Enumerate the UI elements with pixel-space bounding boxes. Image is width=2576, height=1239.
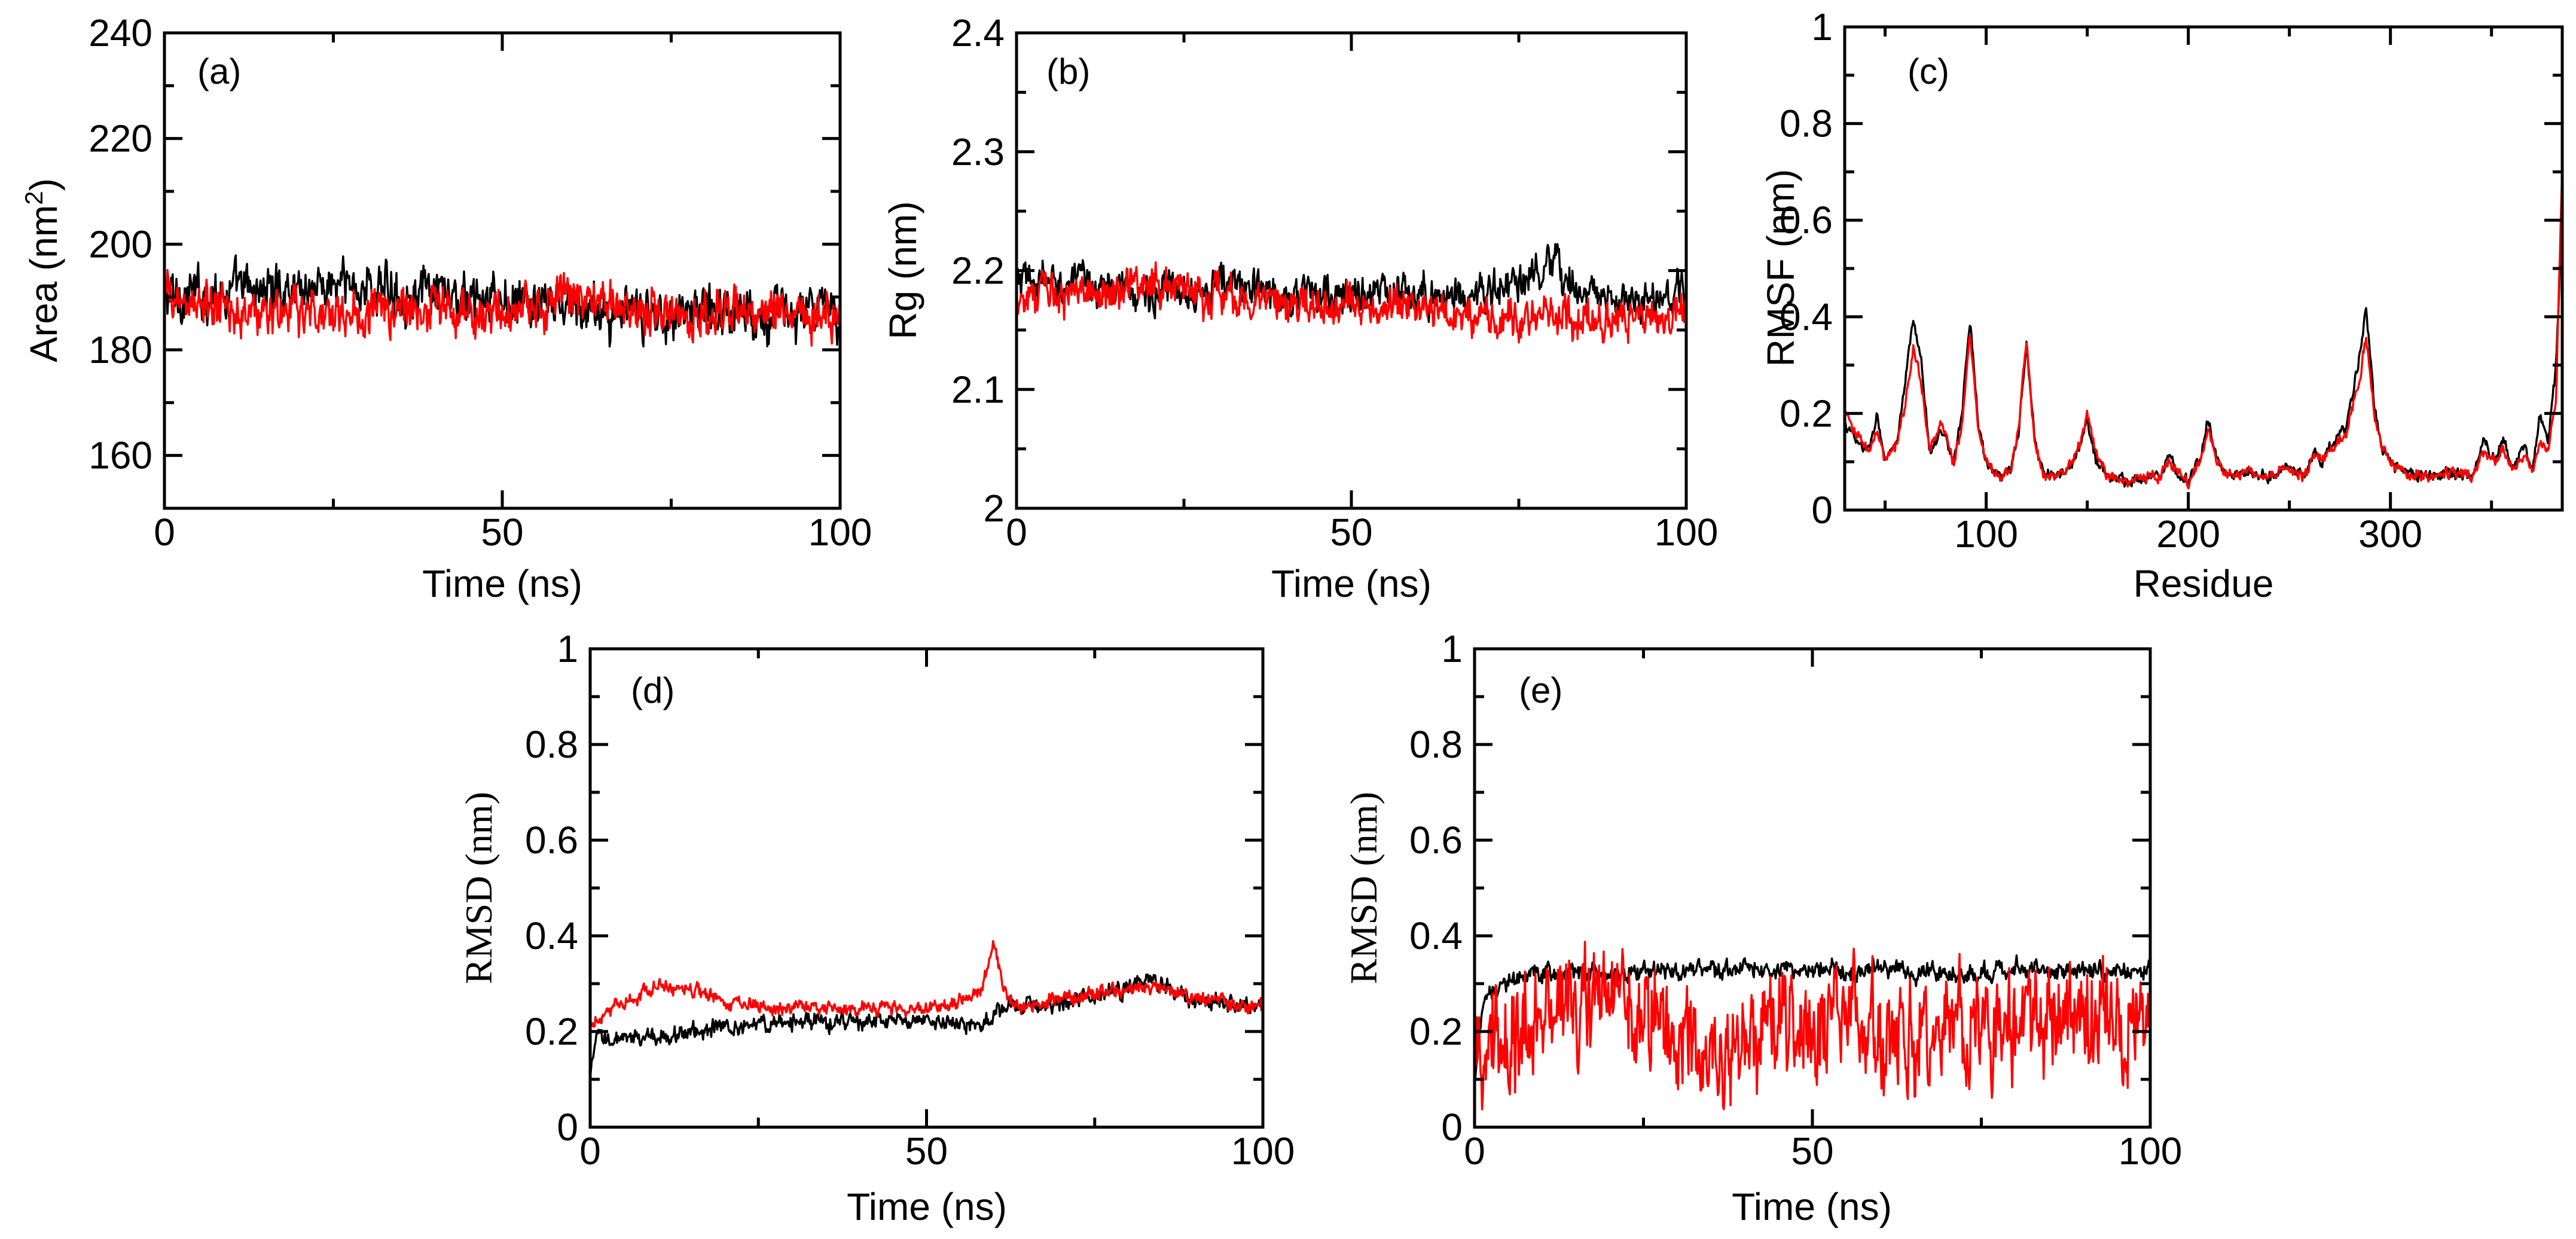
panel-e-ytick-label: 0.2 bbox=[1409, 1010, 1463, 1053]
panel-b-xlabel: Time (ns) bbox=[1271, 562, 1432, 605]
panel-d-ylabel: RMSD (nm) bbox=[457, 792, 500, 984]
panel-e-ticks: 0 50 100 0 0.2 0.4 0.6 0.8 1 bbox=[1409, 627, 2182, 1173]
panel-a: 0 50 100 160 180 200 220 240 (a) Time (ns) Area… bbox=[20, 11, 872, 605]
panel-e-ytick-label: 0.4 bbox=[1409, 914, 1463, 957]
panel-b-ytick-label: 2.4 bbox=[951, 11, 1005, 54]
panel-a-series bbox=[163, 254, 841, 348]
panel-a-series-red bbox=[163, 268, 841, 347]
panel-b-ytick-label: 2.2 bbox=[951, 249, 1005, 292]
panel-b-xtick-label: 0 bbox=[1006, 511, 1027, 554]
panel-e-xtick-label: 50 bbox=[1791, 1130, 1833, 1173]
panel-c-xtick-label: 300 bbox=[2358, 512, 2422, 556]
panel-b-ytick-label: 2 bbox=[983, 487, 1005, 530]
panel-d-series-red bbox=[589, 940, 1264, 1028]
panel-e-ylabel: RMSD (nm) bbox=[1342, 792, 1385, 984]
panel-a-ytick-label: 220 bbox=[88, 117, 152, 160]
panel-b-ytick-label: 2.3 bbox=[951, 130, 1005, 173]
panel-d-xtick-label: 100 bbox=[1231, 1130, 1295, 1173]
panel-d-ytick-label: 0.4 bbox=[525, 914, 578, 957]
panel-a-ylabel-sup: 2 bbox=[20, 191, 48, 205]
panel-a-xtick-label: 50 bbox=[481, 511, 523, 554]
panel-e: 0 50 100 0 0.2 0.4 0.6 0.8 1 (e) Time (ns) RMSD … bbox=[1342, 627, 2182, 1228]
panel-e-ytick-label: 1 bbox=[1441, 627, 1463, 670]
panel-e-xtick-label: 0 bbox=[1464, 1130, 1485, 1173]
panel-c-ytick-label: 0.6 bbox=[1780, 199, 1833, 242]
panel-c-xlabel: Residue bbox=[2134, 562, 2274, 605]
panel-c-ytick-label: 0.4 bbox=[1780, 295, 1833, 338]
panel-e-ytick-label: 0 bbox=[1441, 1106, 1463, 1149]
panel-d-xtick-label: 0 bbox=[579, 1130, 601, 1173]
panel-e-ytick-label: 0.6 bbox=[1409, 819, 1463, 862]
panel-a-xtick-label: 100 bbox=[808, 511, 872, 554]
panel-c-xtick-label: 200 bbox=[2156, 512, 2220, 556]
panel-a-ylabel-close: ) bbox=[22, 178, 65, 191]
panel-a-ticks: 0 50 100 160 180 200 220 240 bbox=[88, 11, 872, 554]
panel-c-series bbox=[1844, 166, 2563, 490]
panel-a-label: (a) bbox=[197, 51, 241, 91]
panel-c-ytick-label: 0 bbox=[1811, 489, 1833, 532]
panel-b-frame bbox=[1015, 31, 1688, 510]
panel-c-ylabel: RMSF (nm) bbox=[1759, 169, 1802, 367]
panel-b-label: (b) bbox=[1046, 51, 1090, 91]
panel-d-ytick-label: 1 bbox=[557, 627, 578, 670]
panel-d-label: (d) bbox=[631, 670, 674, 710]
panel-a-ytick-label: 160 bbox=[88, 434, 152, 477]
panel-d-xlabel: Time (ns) bbox=[847, 1185, 1007, 1228]
panel-c-ytick-label: 0.2 bbox=[1780, 392, 1833, 435]
panel-c-ytick-label: 1 bbox=[1811, 5, 1833, 48]
panel-d-ytick-label: 0.6 bbox=[525, 819, 578, 862]
panel-c-frame bbox=[1843, 25, 2564, 512]
panel-b: 0 50 100 2 2.1 2.2 2.3 2.4 (b) Time (ns) Rg (nm… bbox=[881, 11, 1718, 605]
panel-d-frame bbox=[588, 647, 1265, 1129]
panel-a-series-black bbox=[163, 254, 841, 348]
panel-e-label: (e) bbox=[1519, 670, 1562, 710]
panel-c-ticks: 100 200 300 0 0.2 0.4 0.6 0.8 1 bbox=[1780, 5, 2562, 556]
panel-d-series bbox=[589, 940, 1264, 1078]
panel-c-series-black bbox=[1844, 206, 2563, 488]
panel-a-xlabel: Time (ns) bbox=[422, 562, 582, 605]
panel-c-label: (c) bbox=[1907, 51, 1949, 91]
panel-b-ylabel: Rg (nm) bbox=[881, 201, 924, 339]
panel-a-ytick-label: 240 bbox=[88, 11, 152, 54]
panel-d-ticks: 0 50 100 0 0.2 0.4 0.6 0.8 1 bbox=[525, 627, 1295, 1173]
panel-b-ytick-label: 2.1 bbox=[951, 368, 1005, 411]
panel-e-xtick-label: 100 bbox=[2119, 1130, 2183, 1173]
panel-a-ytick-label: 180 bbox=[88, 328, 152, 371]
panel-a-xtick-label: 0 bbox=[154, 511, 175, 554]
panel-d-series-black bbox=[589, 974, 1264, 1078]
panel-b-series bbox=[1015, 243, 1687, 344]
panel-d-xtick-label: 50 bbox=[905, 1130, 948, 1173]
panel-a-ylabel-text: Area (nm bbox=[22, 205, 65, 362]
panel-c: 100 200 300 0 0.2 0.4 0.6 0.8 1 (c) Residue RMSF… bbox=[1759, 5, 2564, 605]
panel-c-ytick-label: 0.8 bbox=[1780, 102, 1833, 145]
panel-d: 0 50 100 0 0.2 0.4 0.6 0.8 1 (d) Time (ns) RMSD … bbox=[457, 627, 1295, 1228]
panel-e-xlabel: Time (ns) bbox=[1732, 1185, 1892, 1228]
panel-e-series-black bbox=[1474, 954, 2151, 1080]
panel-c-series-red bbox=[1844, 166, 2563, 490]
panel-e-ytick-label: 0.8 bbox=[1409, 723, 1463, 766]
panel-e-series-red bbox=[1473, 941, 2151, 1110]
panel-a-ytick-label: 200 bbox=[88, 222, 152, 266]
panel-b-series-red bbox=[1015, 261, 1687, 344]
panel-d-ytick-label: 0.2 bbox=[525, 1010, 578, 1053]
panel-c-xtick-label: 100 bbox=[1954, 512, 2018, 556]
panel-b-xtick-label: 100 bbox=[1655, 511, 1719, 554]
panel-e-series bbox=[1473, 941, 2151, 1110]
panel-b-xtick-label: 50 bbox=[1330, 511, 1372, 554]
panel-d-ytick-label: 0.8 bbox=[525, 723, 578, 766]
panel-d-ytick-label: 0 bbox=[557, 1106, 578, 1149]
panel-a-frame bbox=[163, 31, 842, 510]
panel-b-ticks: 0 50 100 2 2.1 2.2 2.3 2.4 bbox=[951, 11, 1718, 554]
panel-a-ylabel: Area (nm2) bbox=[20, 178, 65, 362]
panel-e-frame bbox=[1473, 647, 2152, 1129]
